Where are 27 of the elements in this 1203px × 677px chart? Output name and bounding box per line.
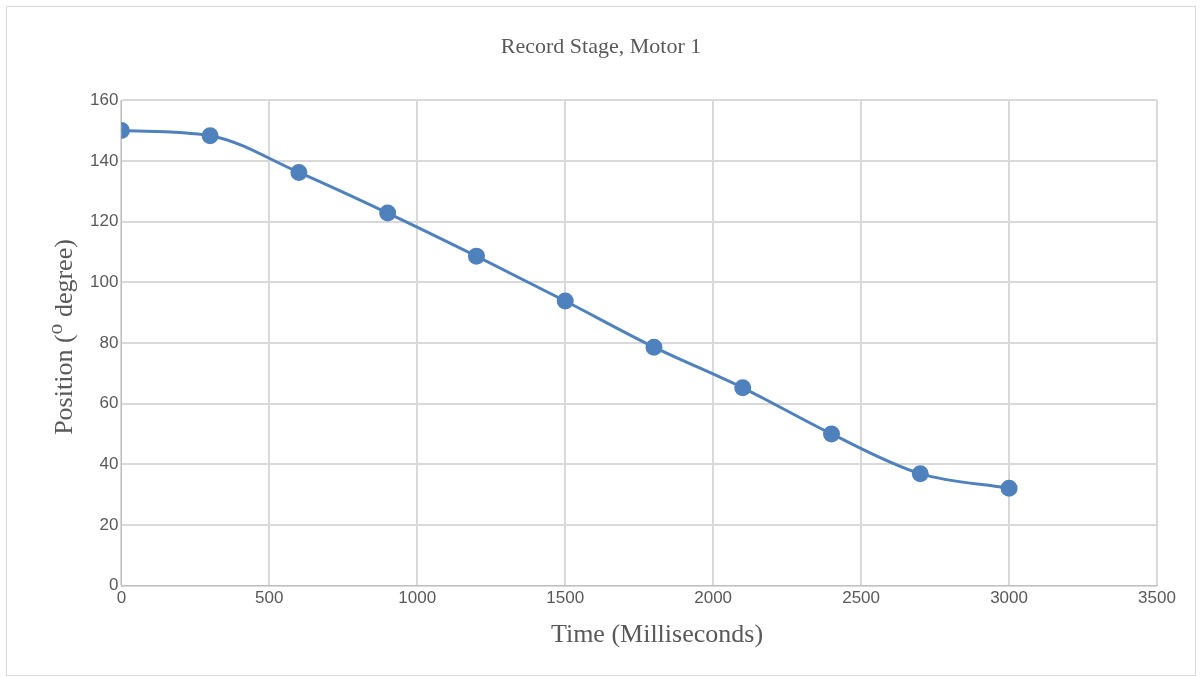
y-tick-label: 100 — [89, 271, 119, 291]
y-tick-label: 20 — [99, 514, 119, 534]
point — [201, 127, 219, 145]
point — [467, 247, 485, 265]
x-tick-label: 3000 — [990, 588, 1028, 608]
y-tick-label: 160 — [89, 89, 119, 109]
point — [1000, 479, 1018, 497]
y-tick-label: 120 — [89, 211, 119, 231]
point — [645, 338, 663, 356]
point — [290, 163, 308, 181]
point — [911, 465, 929, 483]
point — [379, 204, 397, 222]
x-tick-label: 2500 — [842, 588, 881, 608]
y-tick-label: 140 — [89, 150, 119, 170]
y-tick-label: 60 — [99, 393, 119, 413]
x-tick-label: 500 — [255, 588, 284, 608]
x-axis-title: Time (Milliseconds) — [549, 619, 765, 649]
chart-title: Record Stage, Motor 1 — [499, 33, 703, 59]
point — [823, 425, 841, 443]
x-tick-label: 3500 — [1138, 588, 1176, 608]
point — [556, 292, 574, 310]
x-tick-label: 1500 — [546, 588, 585, 608]
y-tick-label: 80 — [99, 332, 119, 352]
x-tick-label: 2000 — [694, 588, 733, 608]
point — [734, 379, 752, 397]
y-tick-label: 40 — [99, 453, 119, 473]
x-tick-label: 1000 — [398, 588, 437, 608]
